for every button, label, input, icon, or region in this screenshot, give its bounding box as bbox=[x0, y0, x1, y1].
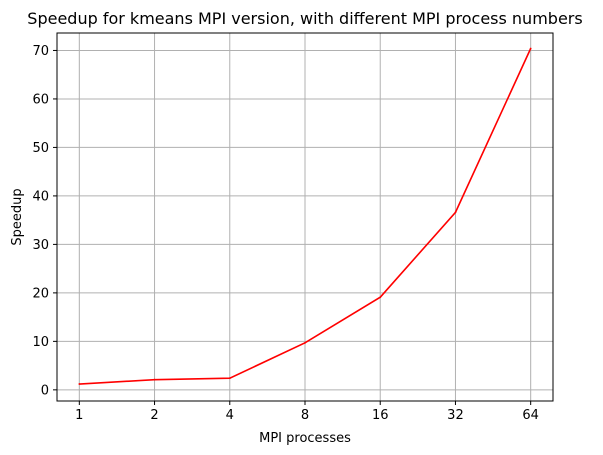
x-axis-label: MPI processes bbox=[259, 431, 351, 446]
grid bbox=[57, 33, 553, 401]
x-tick-label: 1 bbox=[75, 408, 83, 423]
y-tick-label: 70 bbox=[32, 44, 49, 59]
x-tick-label: 8 bbox=[301, 408, 309, 423]
x-tick-label: 32 bbox=[447, 408, 464, 423]
speedup-point bbox=[379, 296, 382, 299]
x-tick-label: 64 bbox=[522, 408, 539, 423]
speedup-point bbox=[454, 211, 457, 214]
y-tick-label: 20 bbox=[32, 286, 49, 301]
y-tick-label: 10 bbox=[32, 335, 49, 350]
x-ticks: 1 2 4 8 16 32 64 bbox=[75, 401, 539, 423]
y-tick-label: 0 bbox=[41, 383, 49, 398]
y-ticks: 0 10 20 30 40 50 60 70 bbox=[32, 44, 57, 398]
y-axis-label: Speedup bbox=[10, 188, 25, 245]
x-tick-label: 16 bbox=[372, 408, 389, 423]
speedup-point bbox=[78, 383, 81, 385]
x-tick-label: 4 bbox=[226, 408, 234, 423]
speedup-point bbox=[153, 378, 156, 381]
speedup-point bbox=[529, 47, 532, 50]
speedup-point bbox=[304, 341, 306, 344]
y-tick-label: 50 bbox=[32, 141, 49, 156]
x-tick-label: 2 bbox=[150, 408, 158, 423]
y-tick-label: 30 bbox=[32, 238, 49, 253]
y-tick-label: 60 bbox=[32, 92, 49, 107]
y-tick-label: 40 bbox=[32, 189, 49, 204]
speedup-point bbox=[228, 377, 231, 380]
series-layer bbox=[78, 47, 532, 385]
chart-title: Speedup for kmeans MPI version, with dif… bbox=[27, 9, 582, 28]
